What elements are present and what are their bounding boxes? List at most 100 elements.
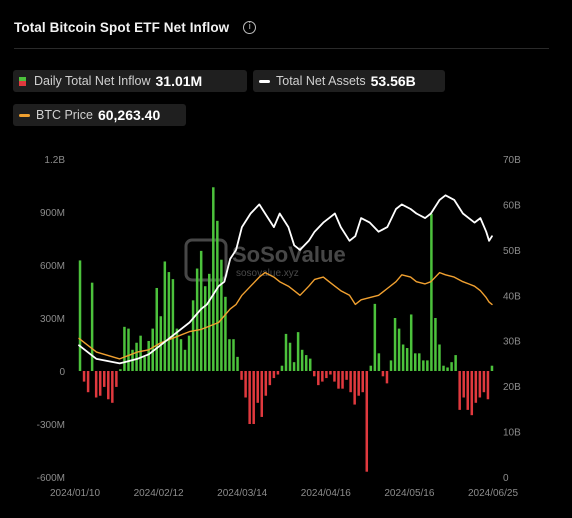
info-icon[interactable]: i — [243, 21, 257, 34]
net-inflow-bar[interactable] — [216, 220, 219, 371]
net-inflow-bar[interactable] — [329, 371, 332, 375]
net-inflow-bar[interactable] — [405, 348, 409, 371]
net-inflow-bar[interactable] — [252, 371, 255, 424]
net-inflow-bar[interactable] — [333, 371, 336, 382]
net-inflow-bar[interactable] — [195, 268, 199, 371]
net-inflow-bar[interactable] — [377, 353, 381, 371]
net-inflow-bar[interactable] — [474, 371, 478, 403]
net-inflow-bar[interactable] — [369, 365, 373, 371]
total-net-assets-line[interactable] — [78, 194, 493, 365]
net-inflow-bar[interactable] — [381, 371, 385, 377]
net-inflow-bar[interactable] — [341, 371, 344, 389]
net-inflow-bar[interactable] — [422, 360, 425, 371]
net-inflow-bar[interactable] — [482, 371, 486, 393]
net-inflow-bar[interactable] — [292, 362, 296, 371]
net-inflow-bar[interactable] — [244, 371, 247, 398]
net-inflow-bar[interactable] — [313, 371, 316, 377]
net-inflow-bar[interactable] — [280, 365, 284, 371]
net-inflow-bar[interactable] — [111, 371, 114, 403]
net-inflow-bar[interactable] — [147, 340, 150, 371]
net-inflow-bar[interactable] — [365, 371, 369, 472]
net-inflow-bar[interactable] — [151, 328, 154, 371]
net-inflow-bar[interactable] — [284, 333, 288, 371]
net-inflow-bar[interactable] — [143, 356, 146, 371]
net-inflow-bar[interactable] — [373, 303, 377, 371]
net-inflow-bar[interactable] — [228, 339, 231, 371]
net-inflow-bar[interactable] — [276, 371, 280, 375]
net-inflow-bar[interactable] — [208, 273, 211, 371]
net-inflow-bar[interactable] — [462, 371, 465, 398]
legend-item-daily-net-inflow[interactable]: Daily Total Net Inflow 31.01M — [13, 70, 247, 92]
btc-price-line[interactable] — [78, 271, 493, 360]
net-inflow-bar[interactable] — [191, 300, 195, 371]
net-inflow-bar[interactable] — [119, 369, 122, 371]
net-inflow-bar[interactable] — [232, 339, 235, 371]
net-inflow-bar[interactable] — [94, 371, 98, 398]
net-inflow-bar[interactable] — [345, 371, 348, 380]
net-inflow-bar[interactable] — [434, 318, 437, 371]
net-inflow-bar[interactable] — [224, 296, 227, 371]
legend-item-btc-price[interactable]: BTC Price 60,263.40 — [13, 104, 186, 126]
net-inflow-bar[interactable] — [296, 332, 300, 371]
net-inflow-bar[interactable] — [361, 371, 364, 393]
net-inflow-bar[interactable] — [321, 371, 324, 382]
net-inflow-bar[interactable] — [159, 316, 163, 371]
net-inflow-bar[interactable] — [438, 344, 441, 372]
net-inflow-bar[interactable] — [304, 355, 308, 371]
net-inflow-bar[interactable] — [90, 282, 94, 371]
net-inflow-bar[interactable] — [248, 371, 251, 424]
net-inflow-bar[interactable] — [163, 261, 167, 371]
net-inflow-bar[interactable] — [385, 371, 389, 384]
net-inflow-bar[interactable] — [127, 328, 130, 371]
net-inflow-bar[interactable] — [78, 260, 82, 371]
net-inflow-bar[interactable] — [389, 360, 393, 371]
net-inflow-bar[interactable] — [139, 335, 142, 371]
net-inflow-bar[interactable] — [486, 371, 490, 400]
net-inflow-bar[interactable] — [115, 371, 118, 387]
net-inflow-bar[interactable] — [107, 371, 110, 400]
net-inflow-bar[interactable] — [470, 371, 474, 416]
net-inflow-bar[interactable] — [490, 365, 494, 371]
net-inflow-bar[interactable] — [409, 314, 413, 371]
net-inflow-bar[interactable] — [264, 371, 268, 396]
net-inflow-bar[interactable] — [212, 187, 215, 371]
net-inflow-bar[interactable] — [98, 371, 102, 396]
net-inflow-bar[interactable] — [203, 286, 207, 371]
net-inflow-bar[interactable] — [393, 318, 397, 371]
net-inflow-bar[interactable] — [268, 371, 272, 386]
net-inflow-bar[interactable] — [171, 279, 175, 371]
net-inflow-bar[interactable] — [337, 371, 340, 389]
net-inflow-bar[interactable] — [450, 362, 453, 371]
net-inflow-bar[interactable] — [167, 272, 171, 371]
net-inflow-bar[interactable] — [155, 287, 159, 371]
legend-item-total-net-assets[interactable]: Total Net Assets 53.56B — [253, 70, 445, 92]
net-inflow-bar[interactable] — [256, 371, 259, 403]
net-inflow-bar[interactable] — [401, 344, 405, 372]
net-inflow-bar[interactable] — [179, 339, 183, 371]
net-inflow-bar[interactable] — [458, 371, 461, 410]
net-inflow-bar[interactable] — [454, 355, 457, 371]
net-inflow-bar[interactable] — [308, 358, 312, 371]
net-inflow-bar[interactable] — [353, 371, 356, 405]
net-inflow-bar[interactable] — [426, 360, 429, 371]
net-inflow-bar[interactable] — [397, 328, 401, 371]
net-inflow-bar[interactable] — [466, 371, 470, 410]
net-inflow-bar[interactable] — [199, 250, 203, 371]
net-inflow-bar[interactable] — [220, 259, 223, 371]
net-inflow-bar[interactable] — [183, 349, 187, 371]
net-inflow-bar[interactable] — [430, 213, 433, 371]
net-inflow-bar[interactable] — [82, 371, 86, 382]
net-inflow-bar[interactable] — [349, 371, 352, 393]
net-inflow-bar[interactable] — [103, 371, 106, 387]
net-inflow-bar[interactable] — [357, 371, 360, 396]
net-inflow-bar[interactable] — [272, 371, 276, 379]
net-inflow-bar[interactable] — [240, 371, 243, 380]
net-inflow-bar[interactable] — [478, 371, 482, 398]
net-inflow-bar[interactable] — [325, 371, 328, 379]
net-inflow-bar[interactable] — [300, 349, 304, 371]
net-inflow-bar[interactable] — [187, 335, 191, 371]
net-inflow-bar[interactable] — [418, 353, 421, 371]
net-inflow-bar[interactable] — [260, 371, 264, 417]
net-inflow-bar[interactable] — [135, 342, 138, 371]
net-inflow-bar[interactable] — [175, 328, 179, 371]
